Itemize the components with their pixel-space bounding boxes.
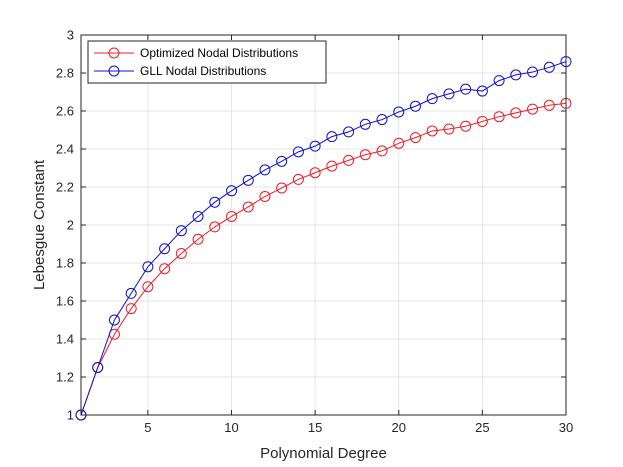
- data-point: [443, 88, 455, 100]
- data-point: [226, 185, 238, 197]
- data-point: [493, 75, 505, 87]
- x-tick-label: 15: [308, 420, 322, 435]
- x-tick-label: 30: [559, 420, 573, 435]
- data-point: [476, 85, 488, 97]
- data-point: [242, 201, 254, 213]
- data-point: [409, 132, 421, 144]
- data-point: [476, 115, 488, 127]
- data-point: [125, 287, 137, 299]
- x-tick-label: 25: [475, 420, 489, 435]
- data-point: [510, 69, 522, 81]
- x-tick-label: 10: [224, 420, 238, 435]
- axis-ticks: 5 10 15 20 25 30 1 1.2 1.4 1.6 1.8 2 2.2 2.4 2.6 2.8 3: [56, 28, 573, 436]
- data-point: [510, 107, 522, 119]
- data-point: [309, 167, 321, 179]
- y-tick-label: 2: [67, 218, 74, 233]
- data-point: [159, 263, 171, 275]
- series-line: [80, 102, 567, 416]
- legend-entry-label: GLL Nodal Distributions: [140, 64, 266, 78]
- data-point: [543, 99, 555, 111]
- data-point: [226, 210, 238, 222]
- data-point: [343, 154, 355, 166]
- data-point: [426, 93, 438, 105]
- legend-swatch-marker: [108, 47, 120, 59]
- data-point: [192, 210, 204, 222]
- series-line: [80, 61, 567, 416]
- data-point: [359, 118, 371, 130]
- y-tick-label: 1.8: [56, 256, 74, 271]
- data-point: [209, 196, 221, 208]
- data-point: [92, 362, 104, 373]
- y-tick-label: 1.2: [56, 370, 74, 385]
- y-tick-label: 2.2: [56, 180, 74, 195]
- data-point: [343, 126, 355, 138]
- data-point: [309, 140, 321, 152]
- series-layer: [75, 56, 572, 421]
- data-point: [108, 314, 120, 326]
- data-point: [527, 103, 539, 115]
- legend-box: [87, 40, 327, 84]
- data-point: [276, 182, 288, 194]
- data-point: [460, 83, 472, 95]
- data-point: [443, 123, 455, 135]
- data-point: [292, 146, 304, 158]
- data-point: [292, 173, 304, 185]
- data-point: [409, 100, 421, 112]
- data-point: [493, 111, 505, 123]
- data-point: [376, 145, 388, 157]
- data-point: [543, 61, 555, 73]
- data-point: [259, 191, 271, 202]
- data-point: [359, 149, 371, 161]
- legend-swatch-marker: [108, 65, 120, 77]
- data-point: [259, 164, 271, 176]
- legend-entry-label: Optimized Nodal Distributions: [140, 46, 298, 60]
- y-tick-label: 2.4: [56, 142, 74, 157]
- data-point: [276, 155, 288, 167]
- series-1: [75, 56, 572, 421]
- data-point: [125, 303, 137, 315]
- data-point: [209, 221, 221, 233]
- data-point: [426, 125, 438, 137]
- y-tick-label: 2.8: [56, 66, 74, 81]
- data-point: [242, 174, 254, 186]
- data-point: [159, 243, 171, 255]
- data-point: [326, 131, 338, 143]
- data-point: [376, 114, 388, 126]
- y-tick-label: 1.6: [56, 294, 74, 309]
- y-tick-label: 1: [67, 408, 74, 423]
- data-point: [393, 106, 405, 118]
- data-point: [192, 233, 204, 245]
- x-axis-label: Polynomial Degree: [260, 445, 387, 462]
- data-point: [393, 137, 405, 149]
- y-axis-label: Lebesgue Constant: [31, 159, 48, 290]
- y-tick-label: 3: [67, 28, 74, 43]
- x-tick-label: 20: [392, 420, 406, 435]
- data-point: [460, 120, 472, 132]
- data-point: [326, 160, 338, 172]
- y-tick-label: 1.4: [56, 332, 74, 347]
- data-point: [142, 261, 154, 273]
- x-tick-label: 5: [144, 420, 151, 435]
- legend: Optimized Nodal Distributions GLL Nodal D…: [87, 40, 327, 84]
- data-point: [527, 66, 539, 78]
- y-tick-label: 2.6: [56, 104, 74, 119]
- data-point: [175, 248, 187, 259]
- data-point: [142, 281, 154, 293]
- data-point: [175, 225, 187, 237]
